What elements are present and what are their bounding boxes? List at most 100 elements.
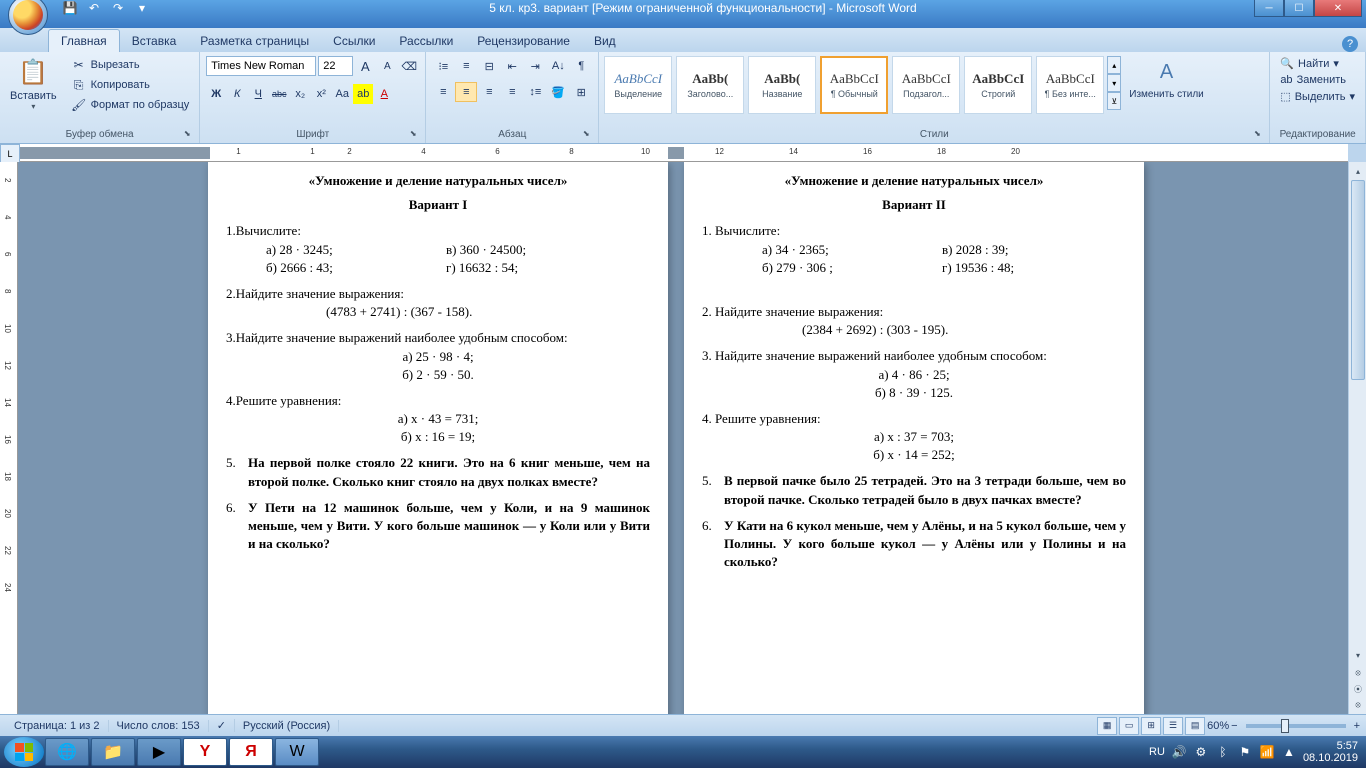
flag-icon[interactable]: ⚑ — [1237, 744, 1253, 760]
tab-view[interactable]: Вид — [582, 30, 628, 52]
web-layout-view[interactable]: ⊞ — [1141, 717, 1161, 735]
paste-button[interactable]: 📋 Вставить ▾ — [4, 54, 63, 113]
clear-format-button[interactable]: ⌫ — [399, 56, 419, 76]
font-size-select[interactable] — [318, 56, 353, 76]
style-strong[interactable]: AaBbCcIСтрогий — [964, 56, 1032, 114]
style-heading[interactable]: AaBb(Заголово... — [676, 56, 744, 114]
scroll-down-button[interactable]: ▾ — [1349, 646, 1366, 664]
taskbar-word[interactable]: W — [275, 738, 319, 766]
borders-button[interactable]: ⊞ — [570, 82, 592, 102]
style-title[interactable]: AaBb(Название — [748, 56, 816, 114]
page-status[interactable]: Страница: 1 из 2 — [6, 720, 109, 732]
ruler-toggle[interactable]: L — [0, 144, 20, 164]
style-down-button[interactable]: ▾ — [1107, 74, 1121, 92]
italic-button[interactable]: К — [227, 84, 247, 104]
spell-check-icon[interactable]: ✓ — [209, 719, 235, 732]
help-icon[interactable]: ? — [1342, 36, 1358, 52]
tab-mailings[interactable]: Рассылки — [387, 30, 465, 52]
next-page-button[interactable]: ⦻ — [1349, 696, 1366, 714]
draft-view[interactable]: ▤ — [1185, 717, 1205, 735]
style-up-button[interactable]: ▴ — [1107, 56, 1121, 74]
underline-button[interactable]: Ч — [248, 84, 268, 104]
cut-button[interactable]: ✂Вырезать — [67, 56, 194, 74]
tab-layout[interactable]: Разметка страницы — [188, 30, 321, 52]
style-subtitle[interactable]: AaBbCcIПодзагол... — [892, 56, 960, 114]
redo-icon[interactable]: ↷ — [108, 0, 128, 18]
print-layout-view[interactable]: ▦ — [1097, 717, 1117, 735]
find-button[interactable]: 🔍Найти ▾ — [1276, 56, 1359, 71]
dialog-launcher-icon[interactable]: ⬊ — [181, 129, 193, 141]
align-center-button[interactable]: ≡ — [455, 82, 477, 102]
change-styles-button[interactable]: A Изменить стили — [1123, 54, 1209, 102]
page-2[interactable]: «Умножение и деление натуральных чисел» … — [684, 162, 1144, 714]
zoom-thumb[interactable] — [1281, 719, 1289, 733]
sort-button[interactable]: A↓ — [547, 56, 569, 76]
volume-icon[interactable]: 🔊 — [1171, 744, 1187, 760]
numbering-button[interactable]: ≡ — [455, 56, 477, 76]
highlight-button[interactable]: ab — [353, 84, 373, 104]
tray-lang[interactable]: RU — [1149, 746, 1165, 758]
scroll-up-button[interactable]: ▴ — [1349, 162, 1366, 180]
zoom-in-button[interactable]: + — [1354, 720, 1360, 732]
dialog-launcher-icon[interactable]: ⬊ — [407, 129, 419, 141]
language-status[interactable]: Русский (Россия) — [235, 720, 339, 732]
start-button[interactable] — [4, 737, 44, 767]
tab-insert[interactable]: Вставка — [120, 30, 189, 52]
vertical-scrollbar[interactable]: ▴ ▾ ⦻ ⦿ ⦻ — [1348, 162, 1366, 714]
bullets-button[interactable]: ⁝≡ — [432, 56, 454, 76]
superscript-button[interactable]: x² — [311, 84, 331, 104]
strike-button[interactable]: abc — [269, 84, 289, 104]
full-screen-view[interactable]: ▭ — [1119, 717, 1139, 735]
align-right-button[interactable]: ≡ — [478, 82, 500, 102]
word-count[interactable]: Число слов: 153 — [109, 720, 209, 732]
vertical-ruler[interactable]: 24681012141618202224 — [0, 162, 18, 714]
taskbar-media[interactable]: ▶ — [137, 738, 181, 766]
indent-inc-button[interactable]: ⇥ — [524, 56, 546, 76]
tray-clock[interactable]: 5:57 08.10.2019 — [1303, 740, 1358, 764]
tab-references[interactable]: Ссылки — [321, 30, 387, 52]
tab-home[interactable]: Главная — [48, 29, 120, 52]
tray-icon[interactable]: ⚙ — [1193, 744, 1209, 760]
taskbar-app2[interactable]: Я — [229, 738, 273, 766]
network-icon[interactable]: 📶 — [1259, 744, 1275, 760]
show-marks-button[interactable]: ¶ — [570, 56, 592, 76]
font-color-button[interactable]: A — [374, 84, 394, 104]
zoom-level[interactable]: 60% — [1207, 720, 1229, 732]
zoom-out-button[interactable]: − — [1231, 720, 1237, 732]
style-normal[interactable]: AaBbCcI¶ Обычный — [820, 56, 888, 114]
subscript-button[interactable]: x₂ — [290, 84, 310, 104]
font-name-select[interactable] — [206, 56, 316, 76]
format-painter-button[interactable]: 🖌Формат по образцу — [67, 96, 194, 114]
style-nospace[interactable]: AaBbCcI¶ Без инте... — [1036, 56, 1104, 114]
grow-font-button[interactable]: A — [355, 56, 375, 76]
align-left-button[interactable]: ≡ — [432, 82, 454, 102]
horizontal-ruler[interactable]: 112468101214161820 — [20, 144, 1348, 162]
close-button[interactable]: ✕ — [1314, 0, 1362, 17]
tray-icon[interactable]: ▲ — [1281, 744, 1297, 760]
outline-view[interactable]: ☰ — [1163, 717, 1183, 735]
indent-dec-button[interactable]: ⇤ — [501, 56, 523, 76]
minimize-button[interactable]: ─ — [1254, 0, 1284, 17]
dialog-launcher-icon[interactable]: ⬊ — [580, 129, 592, 141]
shrink-font-button[interactable]: A — [377, 56, 397, 76]
replace-button[interactable]: abЗаменить — [1276, 73, 1359, 87]
shading-button[interactable]: 🪣 — [547, 82, 569, 102]
taskbar-ie[interactable]: 🌐 — [45, 738, 89, 766]
zoom-slider[interactable] — [1246, 724, 1346, 728]
line-spacing-button[interactable]: ↕≡ — [524, 82, 546, 102]
multilevel-button[interactable]: ⊟ — [478, 56, 500, 76]
bold-button[interactable]: Ж — [206, 84, 226, 104]
dialog-launcher-icon[interactable]: ⬊ — [1251, 129, 1263, 141]
taskbar-app1[interactable]: Y — [183, 738, 227, 766]
copy-button[interactable]: ⎘Копировать — [67, 76, 194, 94]
justify-button[interactable]: ≡ — [501, 82, 523, 102]
style-more-button[interactable]: ⊻ — [1107, 92, 1121, 110]
qat-dropdown-icon[interactable]: ▾ — [132, 0, 152, 18]
maximize-button[interactable]: ☐ — [1284, 0, 1314, 17]
style-highlight[interactable]: AaBbCcIВыделение — [604, 56, 672, 114]
save-icon[interactable]: 💾 — [60, 0, 80, 18]
undo-icon[interactable]: ↶ — [84, 0, 104, 18]
taskbar-explorer[interactable]: 📁 — [91, 738, 135, 766]
case-button[interactable]: Aa — [332, 84, 352, 104]
page-1[interactable]: «Умножение и деление натуральных чисел» … — [208, 162, 668, 714]
